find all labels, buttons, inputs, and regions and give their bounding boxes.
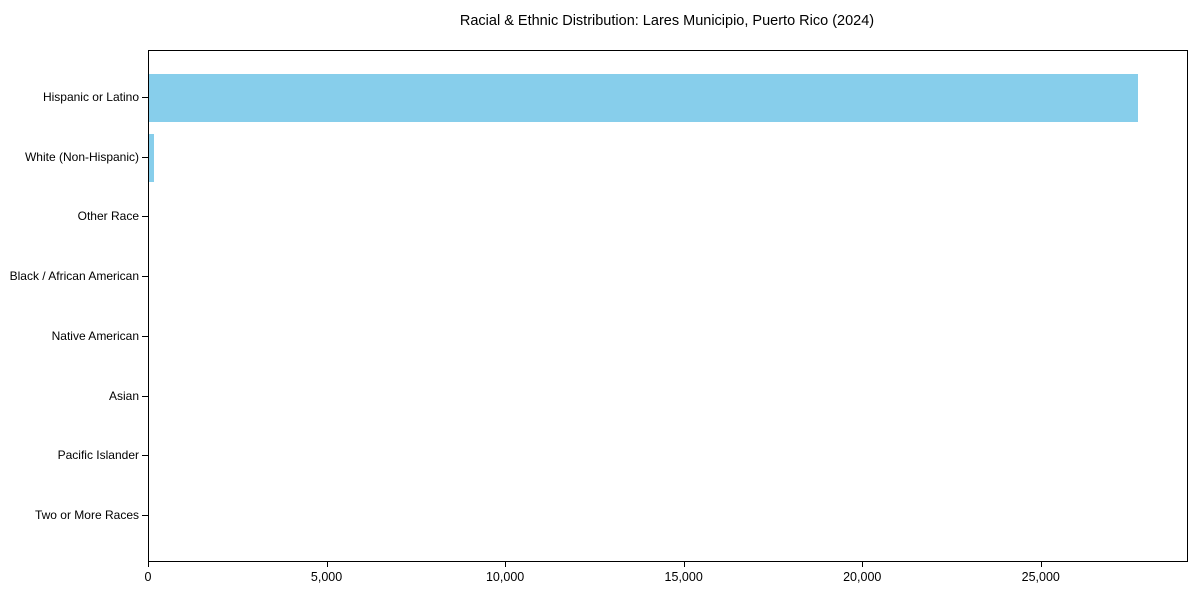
- y-category-label: Two or More Races: [34, 507, 139, 522]
- y-tick: [142, 335, 148, 337]
- x-tick: [148, 561, 149, 567]
- x-tick-label: 0: [144, 570, 152, 584]
- y-tick: [142, 395, 148, 397]
- x-tick: [505, 561, 507, 567]
- y-tick: [142, 156, 148, 158]
- y-tick: [142, 216, 148, 218]
- x-tick-label: 5,000: [310, 570, 343, 584]
- y-category-label: Black / African American: [9, 269, 139, 284]
- bar: [149, 133, 154, 182]
- y-tick: [142, 455, 148, 457]
- bar: [149, 74, 1138, 122]
- x-tick: [862, 561, 864, 567]
- y-category-label: Other Race: [77, 209, 139, 224]
- x-tick-label: 10,000: [485, 570, 525, 584]
- y-category-label: Asian: [108, 388, 139, 403]
- plot-area: [148, 50, 1188, 562]
- x-tick-label: 15,000: [664, 570, 703, 584]
- x-tick: [326, 561, 328, 567]
- x-tick: [1040, 561, 1042, 567]
- y-category-label: Hispanic or Latino: [42, 90, 139, 104]
- y-tick: [142, 97, 148, 98]
- x-tick-label: 25,000: [1021, 570, 1060, 584]
- y-category-label: Native American: [51, 328, 139, 343]
- x-tick: [683, 561, 685, 567]
- y-tick: [142, 276, 148, 278]
- y-category-label: Pacific Islander: [57, 448, 139, 463]
- chart-title: Racial & Ethnic Distribution: Lares Muni…: [459, 13, 875, 29]
- x-tick-label: 20,000: [843, 570, 882, 584]
- y-tick: [142, 514, 148, 516]
- y-category-label: White (Non-Hispanic): [24, 149, 139, 164]
